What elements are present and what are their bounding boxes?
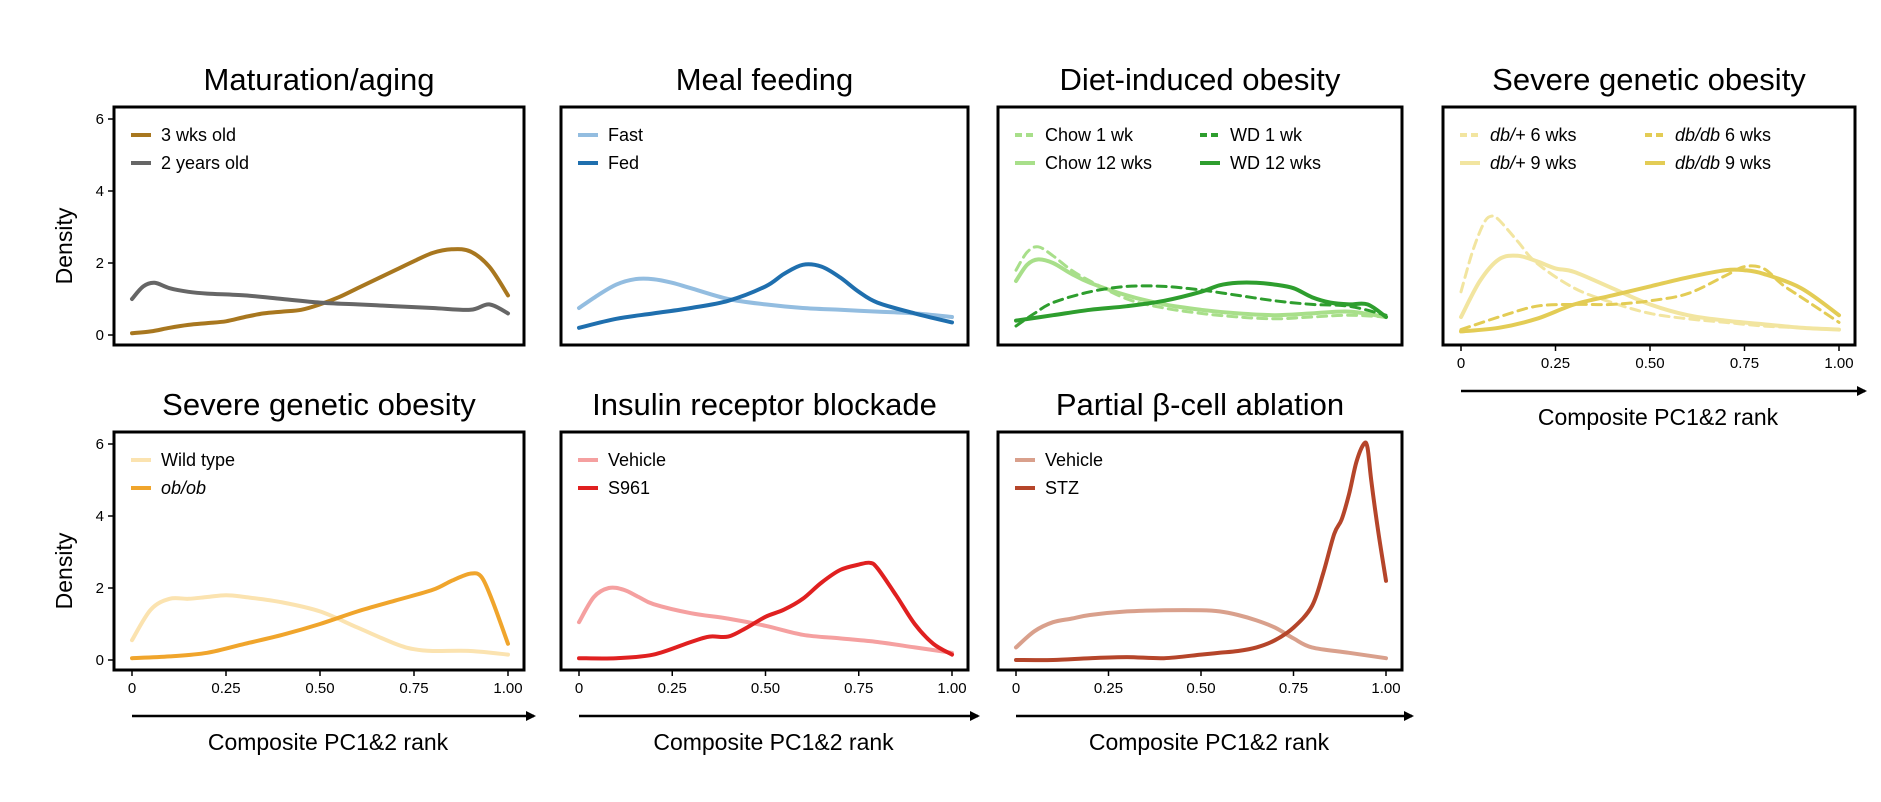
x-axis-label: Composite PC1&2 rank [653, 729, 894, 755]
legend-label: WD 12 wks [1230, 153, 1321, 173]
plot-frame [559, 430, 970, 672]
series-line-2 [577, 262, 954, 330]
legend-label: db/db 6 wks [1675, 125, 1771, 145]
legend-label: db/+ 6 wks [1490, 125, 1577, 145]
series-line-2 [130, 280, 510, 316]
legend-label: 3 wks old [161, 125, 236, 145]
legend-label: db/db 9 wks [1675, 153, 1771, 173]
x-tick-label: 0.75 [399, 680, 428, 697]
legend-genotype: db/db [1675, 125, 1720, 145]
series-line-1 [577, 276, 954, 319]
x-tick-label: 0.75 [844, 680, 873, 697]
series-line-1 [577, 585, 954, 655]
legend-label: S961 [608, 478, 650, 498]
series-line-2 [1014, 257, 1388, 319]
legend-age: 9 wks [1720, 153, 1771, 173]
x-tick-label: 0.50 [751, 680, 780, 697]
legend-label: Vehicle [608, 450, 666, 470]
plot-frame [112, 105, 526, 347]
legend-label: Chow 1 wk [1045, 125, 1134, 145]
chart-panel-4: Severe genetic obesity 0 0.25 0.50 0.75 1.00 C… [1441, 62, 1867, 430]
series-line-1 [130, 593, 510, 657]
chart-panel-6: Insulin receptor blockade 0 0.25 0.50 0.75 1.… [559, 387, 980, 755]
legend-label: STZ [1045, 478, 1079, 498]
x-tick-label: 0.50 [1635, 355, 1664, 372]
plot-frame [996, 430, 1404, 672]
chart-title: Partial β-cell ablation [1056, 387, 1344, 422]
legend-label: Fed [608, 153, 639, 173]
legend-label: 2 years old [161, 153, 249, 173]
y-tick-label: 4 [96, 508, 104, 525]
x-axis-label: Composite PC1&2 rank [1089, 729, 1330, 755]
chart-title: Meal feeding [676, 62, 854, 97]
series-line-3 [1459, 264, 1841, 332]
y-axis-label: Density [51, 532, 77, 609]
legend-genotype: db/+ [1490, 125, 1526, 145]
series-line-3 [1014, 284, 1388, 328]
legend-genotype: db/+ [1490, 153, 1526, 173]
legend-label: Vehicle [1045, 450, 1103, 470]
x-tick-label: 1.00 [1824, 355, 1853, 372]
series-line-2 [1459, 253, 1841, 332]
x-tick-label: 0.50 [1186, 680, 1215, 697]
chart-title: Maturation/aging [204, 62, 435, 97]
legend-label: db/+ 9 wks [1490, 153, 1577, 173]
series-line-2 [577, 560, 954, 661]
series-line-2 [1014, 440, 1388, 663]
x-tick-label: 0 [1457, 355, 1465, 372]
series-line-2 [130, 571, 510, 661]
legend-age: 9 wks [1526, 153, 1577, 173]
chart-panel-2: Meal feeding Fast Fed [559, 62, 970, 347]
legend-label: Wild type [161, 450, 235, 470]
plot-frame [112, 430, 526, 672]
x-tick-label: 0.75 [1279, 680, 1308, 697]
legend-age: 6 wks [1526, 125, 1577, 145]
legend-label: WD 1 wk [1230, 125, 1303, 145]
x-tick-label: 0.25 [1094, 680, 1123, 697]
y-axis-label: Density [51, 207, 77, 284]
x-tick-label: 1.00 [937, 680, 966, 697]
x-tick-label: 0.50 [305, 680, 334, 697]
x-tick-label: 0.75 [1730, 355, 1759, 372]
chart-panel-3: Diet-induced obesity Chow 1 wk Chow 12 wks… [996, 62, 1404, 347]
x-axis-label: Composite PC1&2 rank [1538, 404, 1779, 430]
y-tick-label: 0 [96, 327, 104, 344]
series-line-4 [1459, 267, 1841, 334]
x-tick-label: 0.25 [211, 680, 240, 697]
plot-frame [996, 105, 1404, 347]
chart-title: Severe genetic obesity [162, 387, 476, 422]
series-line-1 [1459, 214, 1841, 332]
x-tick-label: 1.00 [493, 680, 522, 697]
legend-genotype: db/db [1675, 153, 1720, 173]
x-axis-label: Composite PC1&2 rank [208, 729, 449, 755]
chart-title: Severe genetic obesity [1492, 62, 1806, 97]
chart-panel-5: Severe genetic obesity 0 2 4 6 Density 0 0.25 0.… [51, 387, 536, 755]
series-line-1 [1014, 608, 1388, 661]
x-tick-label: 1.00 [1371, 680, 1400, 697]
chart-panel-7: Partial β-cell ablation 0 0.25 0.50 0.75 1.00… [996, 387, 1414, 755]
legend-label: Chow 12 wks [1045, 153, 1152, 173]
legend-label: Fast [608, 125, 643, 145]
y-tick-label: 4 [96, 183, 104, 200]
x-tick-label: 0 [575, 680, 583, 697]
chart-title: Insulin receptor blockade [592, 387, 937, 422]
plot-frame [1441, 105, 1857, 347]
y-tick-label: 6 [96, 111, 104, 128]
y-tick-label: 6 [96, 436, 104, 453]
x-tick-label: 0 [1012, 680, 1020, 697]
y-tick-label: 2 [96, 580, 104, 597]
series-line-4 [1014, 280, 1388, 323]
chart-title: Diet-induced obesity [1060, 62, 1341, 97]
chart-panel-1: Maturation/aging 0 2 4 6 Density 3 wks old 2 ye… [51, 62, 526, 347]
legend-label: ob/ob [161, 478, 206, 498]
x-tick-label: 0 [128, 680, 136, 697]
x-tick-label: 0.25 [1541, 355, 1570, 372]
x-tick-label: 0.25 [658, 680, 687, 697]
plot-frame [559, 105, 970, 347]
y-tick-label: 2 [96, 255, 104, 272]
legend-age: 6 wks [1720, 125, 1771, 145]
y-tick-label: 0 [96, 652, 104, 669]
